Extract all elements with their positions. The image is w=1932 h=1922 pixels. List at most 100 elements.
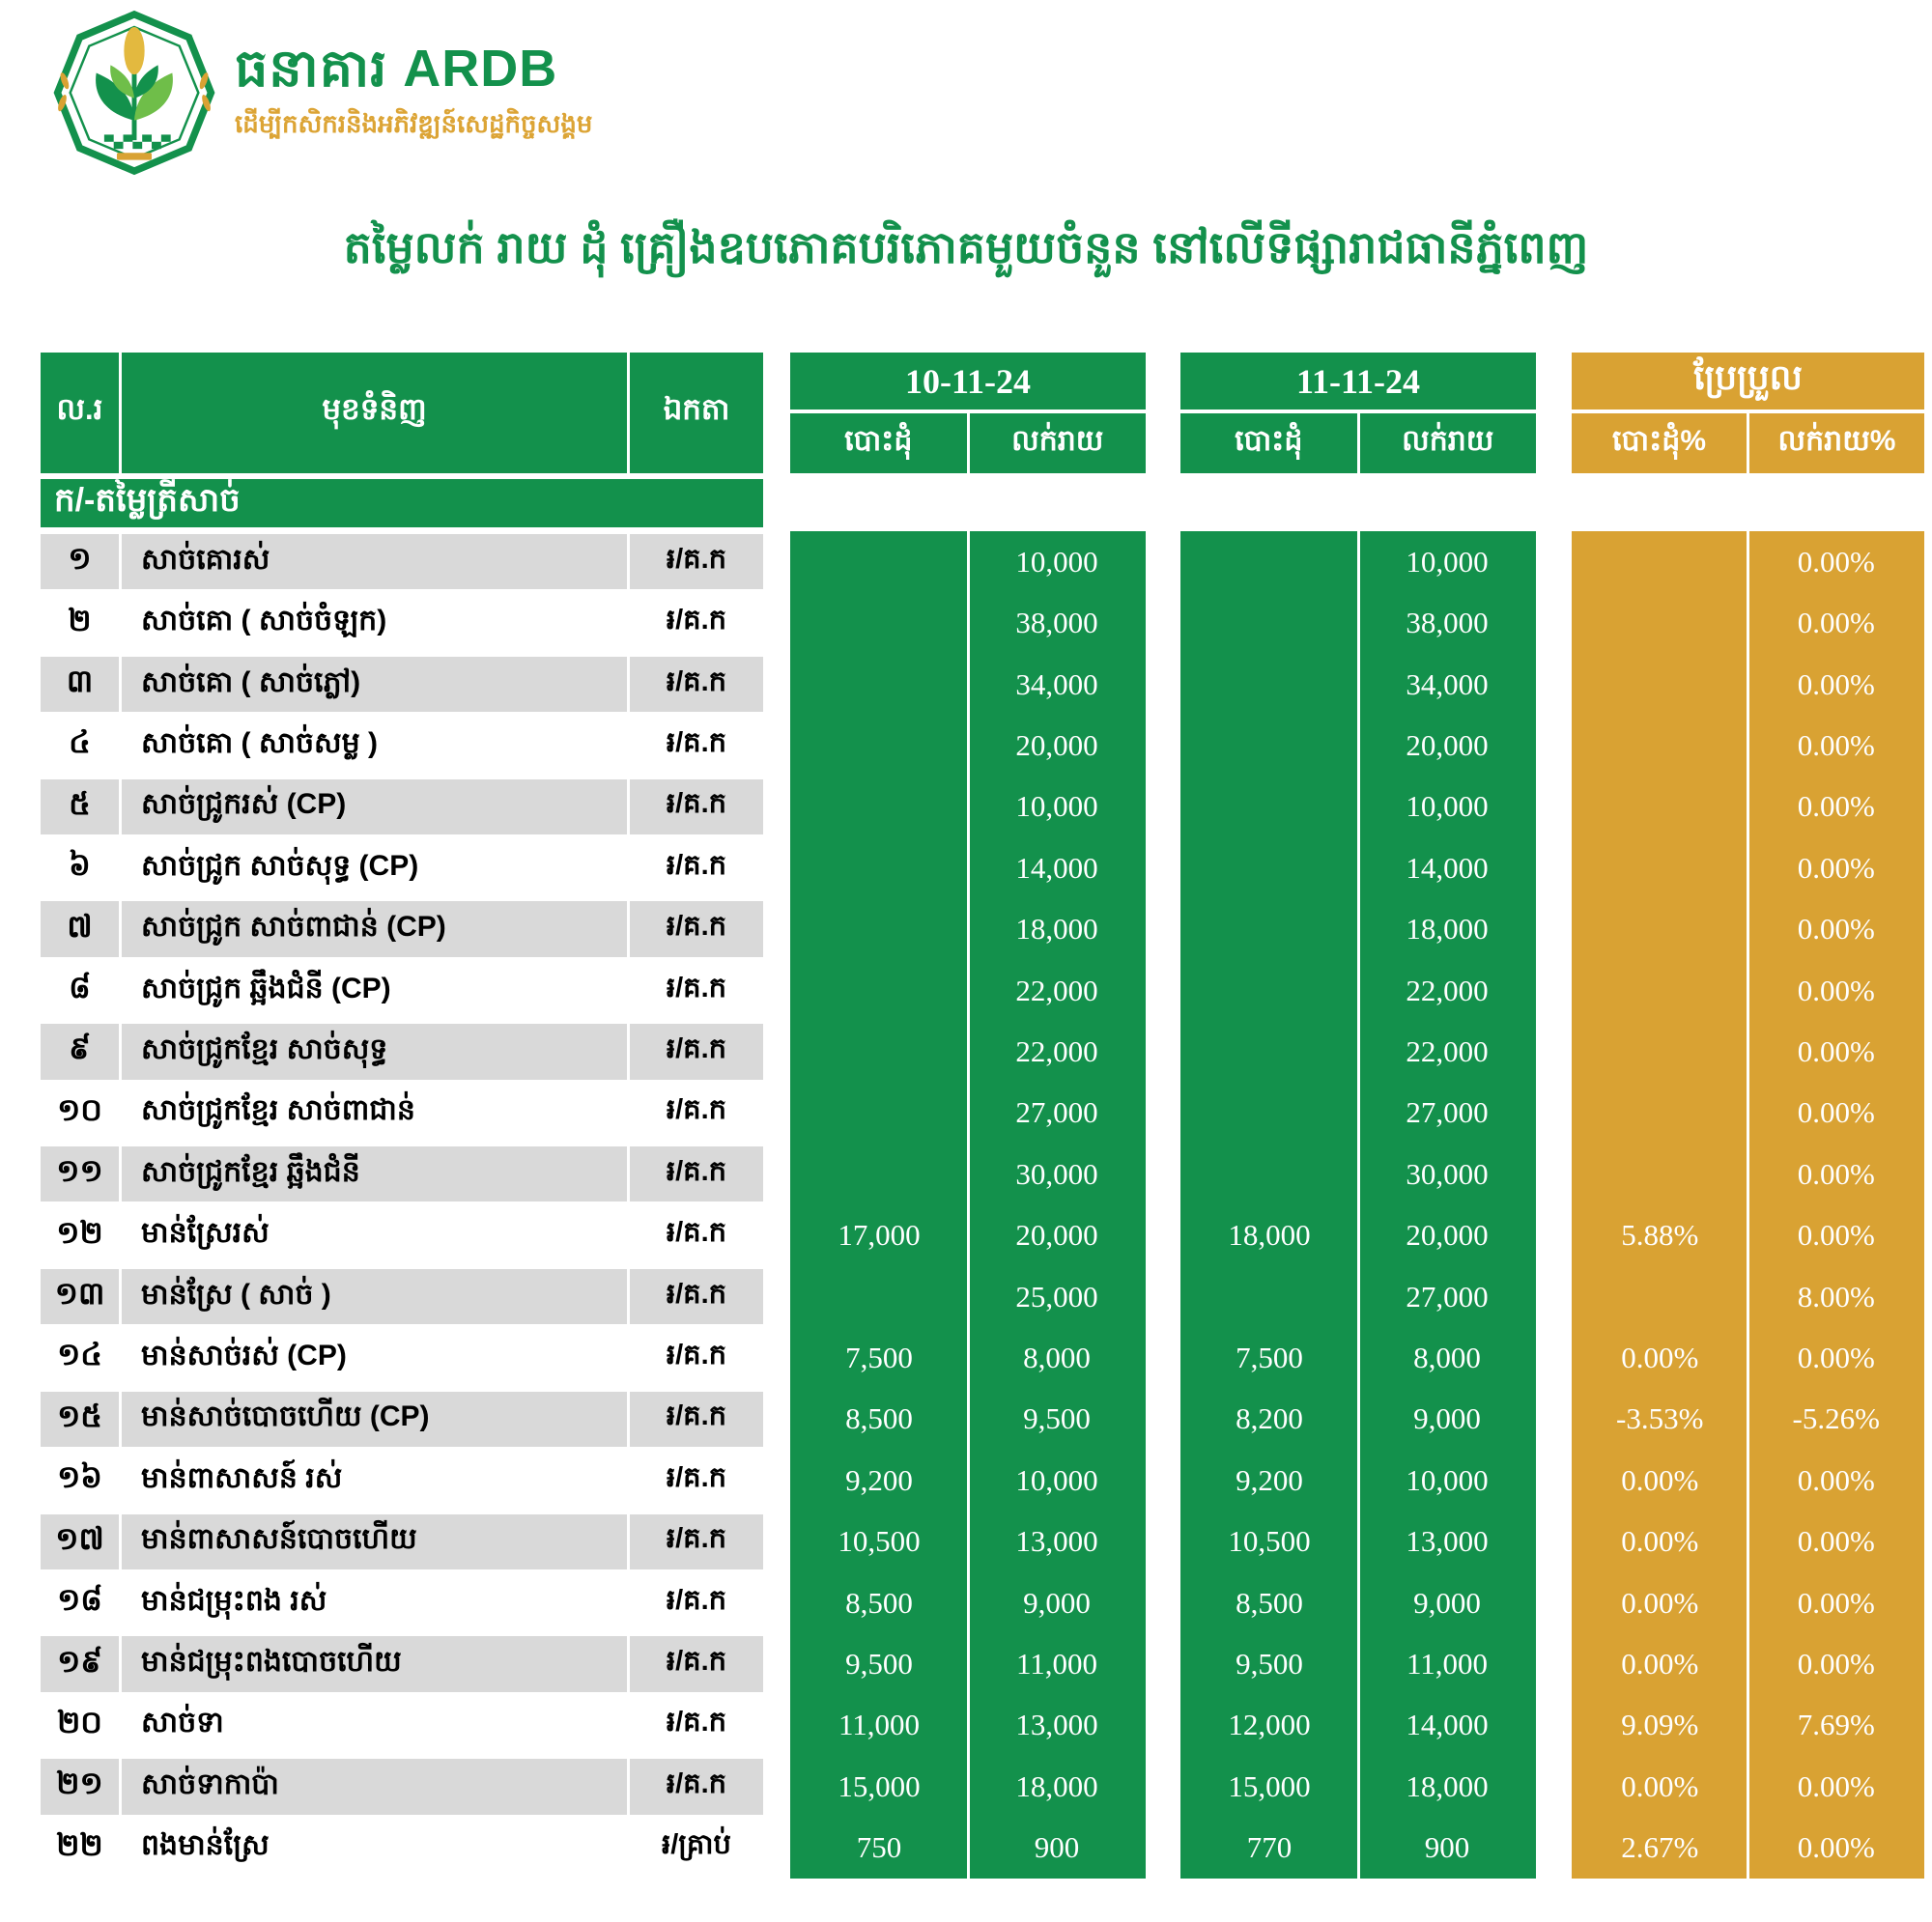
cell-value: 20,000 [1406, 1218, 1489, 1253]
cell-value: 9,000 [1413, 1585, 1481, 1620]
cell-value: 0.00% [1797, 1647, 1875, 1682]
table-row: ១៣ មាន់ស្រែ ( សាច់ ) ៛/គ.ក [41, 1266, 763, 1327]
cell-value: 14,000 [1015, 850, 1098, 885]
cell-value [1180, 715, 1358, 776]
cell-product-name: មាន់សាច់បោចហើយ (CP) [122, 1391, 627, 1448]
cell-value [1572, 715, 1748, 776]
table-row: ១សាច់គោរស់ ៛/គ.ក [41, 531, 763, 592]
cell-value: 10,500 [838, 1524, 921, 1559]
cell-unit: ៛/គ.ក [630, 1759, 763, 1815]
base-pattern [103, 134, 171, 150]
cell-value: 9,200 [1236, 1462, 1303, 1497]
table-row: 0.00% [1572, 531, 1924, 592]
cell-value [790, 898, 968, 959]
cell-value: 900 [1034, 1830, 1080, 1865]
header-product: មុខទំនិញ [122, 353, 627, 473]
table-row: 17,000 20,000 [790, 1204, 1146, 1265]
cell-row-number: ៣ [41, 656, 119, 713]
table-row: 0.00% [1572, 777, 1924, 837]
cell-value [790, 777, 968, 837]
cell-row-number: ៦ [69, 847, 91, 883]
cell-value: 7,500 [1236, 1340, 1303, 1374]
cell-value: 9.09% [1621, 1708, 1699, 1742]
header-unit: ឯកតា [630, 353, 763, 473]
table-row: 9,200 10,000 [1180, 1450, 1536, 1511]
change-values: 0.00% 0.00% 0.00% 0.00% 0.00% 0.00% 0.00% 0.00%… [1572, 531, 1924, 1879]
table-row: 10,000 [1180, 531, 1536, 592]
table-row: 14,000 [1180, 837, 1536, 898]
cell-value: 38,000 [1015, 606, 1098, 640]
cell-value: 10,000 [1015, 789, 1098, 824]
table-row: ៩សាច់ជ្រូកខ្មែរ សាច់សុទ្ធ ៛/គ.ក [41, 1021, 763, 1082]
cell-value: -5.26% [1792, 1401, 1880, 1436]
table-row: ២១ សាច់ទាកាប៉ា ៛/គ.ក [41, 1756, 763, 1817]
row-band: ១៥ មាន់សាច់បោចហើយ (CP) ៛/គ.ក [41, 1391, 763, 1448]
cell-value: 0.00% [1797, 727, 1875, 762]
cell-product-name: សាច់ជ្រូក សាច់ពាជាន់ (CP) [122, 901, 627, 957]
row-band: ១សាច់គោរស់ ៛/គ.ក [41, 534, 763, 590]
cell-unit: ៛/គ្រាប់ [662, 1829, 731, 1861]
cell-value [1180, 1021, 1358, 1082]
table-row: ២២ ពងមាន់ស្រែ ៛/គ្រាប់ [41, 1818, 763, 1879]
subheader-change: បោះដុំ% លក់រាយ% [1572, 413, 1924, 473]
table-row: ១៥ មាន់សាច់បោចហើយ (CP) ៛/គ.ក [41, 1389, 763, 1450]
product-rows: ១សាច់គោរស់ ៛/គ.ក២សាច់គោ ( សាច់ចំឡក) ៛/គ.ក៣… [41, 531, 763, 1879]
cell-product-name: មាន់ស្រែរស់ [141, 1217, 270, 1250]
row-band: ៦ សាច់ជ្រូក សាច់សុទ្ធ (CP) ៛/គ.ក [41, 840, 763, 895]
cell-product-name: មាន់សាច់រស់ (CP) [141, 1339, 347, 1371]
section-header: ក/-តម្លៃត្រីសាច់ [41, 479, 763, 527]
cell-product-name: សាច់ទា [141, 1707, 224, 1739]
cell-row-number: ៧ [41, 901, 119, 957]
table-row: 20,000 [790, 715, 1146, 776]
cell-row-number: ២១ [41, 1759, 119, 1815]
cell-value: 22,000 [1406, 1033, 1489, 1068]
cell-value: 13,000 [1015, 1524, 1098, 1559]
table-row: 0.00% [1572, 654, 1924, 715]
table-row: 38,000 [1180, 592, 1536, 653]
date1-values: 10,000 38,000 34,000 20,000 10,000 14,000 18,0… [790, 531, 1146, 1879]
cell-unit: ៛/គ.ក [666, 605, 727, 636]
table-row: 10,000 [790, 531, 1146, 592]
header-date1: 10-11-24 [790, 353, 1146, 410]
cell-value: 0.00% [1797, 1218, 1875, 1253]
ribbon-banner [116, 153, 153, 160]
cell-unit: ៛/គ.ក [666, 972, 727, 1003]
cell-unit: ៛/គ.ក [630, 1513, 763, 1569]
table-row: 10,500 13,000 [1180, 1512, 1536, 1572]
cell-unit: ៛/គ.ក [630, 901, 763, 957]
row-band: ១៣ មាន់ស្រែ ( សាច់ ) ៛/គ.ក [41, 1268, 763, 1325]
cell-value [1572, 960, 1748, 1021]
cell-value [1572, 837, 1748, 898]
cell-value: 9,000 [1023, 1585, 1091, 1620]
table-row: 8.00% [1572, 1266, 1924, 1327]
table-row: ៨ សាច់ជ្រូក ឆ្អឹងជំនី (CP) ៛/គ.ក [41, 960, 763, 1021]
cell-value: 18,000 [1228, 1218, 1311, 1253]
cell-value: 10,000 [1406, 789, 1489, 824]
table-row: ៦ សាច់ជ្រូក សាច់សុទ្ធ (CP) ៛/គ.ក [41, 837, 763, 898]
cell-value: 8,500 [845, 1401, 913, 1436]
cell-value: 18,000 [1015, 1768, 1098, 1803]
cell-unit: ៛/គ.ក [666, 1461, 727, 1493]
cell-value [1180, 1083, 1358, 1144]
cell-product-name: មាន់ជម្រុះពង រស់ [141, 1584, 327, 1617]
cell-value: 5.88% [1621, 1218, 1699, 1253]
subheader-date1: បោះដុំ លក់រាយ [790, 413, 1146, 473]
cell-product-name: សាច់គោ ( សាច់សម្ល ) [141, 726, 378, 759]
table-row: 22,000 [790, 960, 1146, 1021]
cell-value: 20,000 [1015, 1218, 1098, 1253]
cell-value: 14,000 [1406, 1708, 1489, 1742]
cell-unit: ៛/គ.ក [666, 1217, 727, 1249]
table-row: 15,000 18,000 [1180, 1756, 1536, 1817]
header-retail: លក់រាយ [1359, 413, 1536, 473]
table-row: ១៧ មាន់ពាសាសន៍បោចហើយ ៛/គ.ក [41, 1512, 763, 1572]
cell-row-number: ១៨ [57, 1582, 102, 1618]
row-band: ១១ សាច់ជ្រូកខ្មែរ ឆ្អឹងជំនី ៛/គ.ក [41, 1146, 763, 1202]
price-table: ល.រ មុខទំនិញ ឯកតា ក/-តម្លៃត្រីសាច់ ១សាច់… [41, 353, 1924, 1880]
cell-row-number: ៥ [41, 778, 119, 835]
cell-value [1572, 1083, 1748, 1144]
cell-value: 0.00% [1797, 1768, 1875, 1803]
cell-product-name: សាច់គោ ( សាច់ភ្លៅ) [122, 656, 627, 713]
row-band: ១០ សាច់ជ្រូកខ្មែរ សាច់ពាជាន់ ៛/គ.ក [41, 1086, 763, 1141]
row-band: ៧សាច់ជ្រូក សាច់ពាជាន់ (CP) ៛/គ.ក [41, 901, 763, 957]
